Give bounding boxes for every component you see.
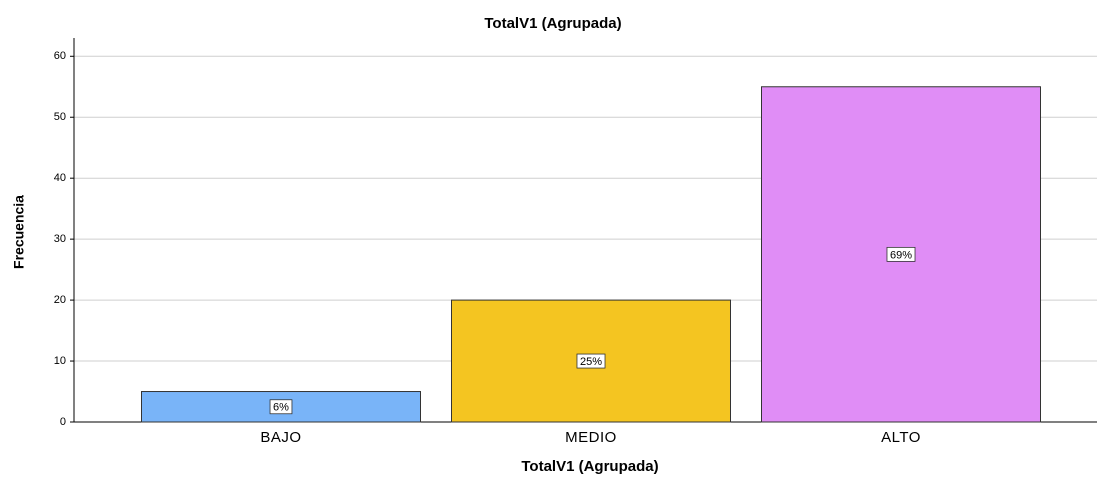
value-label-box xyxy=(886,246,916,262)
x-tick-label: ALTO xyxy=(881,429,921,446)
y-tick-label: 60 xyxy=(54,50,66,62)
chart-title: TotalV1 (Agrupada) xyxy=(484,15,621,32)
value-label: 25% xyxy=(580,356,602,368)
x-axis-label: TotalV1 (Agrupada) xyxy=(521,458,658,475)
y-tick-label: 10 xyxy=(54,355,66,367)
y-tick-label: 20 xyxy=(54,294,66,306)
y-tick-label: 40 xyxy=(54,172,66,184)
x-tick-label: MEDIO xyxy=(565,429,617,446)
y-axis-label: Frecuencia xyxy=(11,195,27,269)
y-tick-label: 0 xyxy=(60,416,66,428)
y-tick-label: 50 xyxy=(54,111,66,123)
x-tick-label: BAJO xyxy=(260,429,301,446)
value-label: 69% xyxy=(890,249,912,261)
value-label-box xyxy=(269,399,293,415)
y-tick-label: 30 xyxy=(54,233,66,245)
value-label-box xyxy=(576,353,606,369)
value-label: 6% xyxy=(273,402,289,414)
